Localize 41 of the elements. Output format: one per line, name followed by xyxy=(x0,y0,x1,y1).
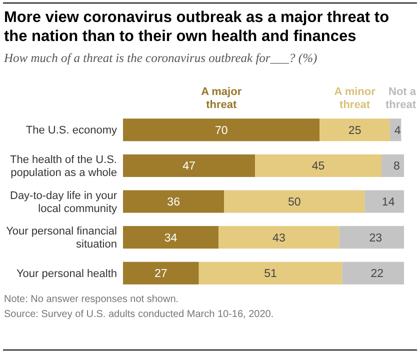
data-label: 47 xyxy=(182,160,196,173)
bar xyxy=(198,262,342,284)
bar xyxy=(123,190,224,213)
data-label: 23 xyxy=(369,232,382,244)
data-label: 14 xyxy=(382,196,396,209)
series-label: A minor threat xyxy=(334,86,376,111)
bar xyxy=(255,154,382,177)
source-note: Source: Survey of U.S. adults conducted March 10-16, 2020. xyxy=(4,309,274,320)
data-label: 27 xyxy=(154,268,168,280)
data-label: 22 xyxy=(370,268,384,280)
chart-subtitle: How much of a threat is the coronavirus outbreak for___? (%) xyxy=(3,51,318,65)
bar xyxy=(339,226,404,249)
bar xyxy=(218,226,340,249)
text: Note: No answer responses not shown. xyxy=(4,294,179,305)
series-label: Not a threat xyxy=(385,86,417,111)
bar xyxy=(123,118,320,142)
data-label: 25 xyxy=(348,124,362,137)
y-tick-label: The U.S. economy xyxy=(26,124,118,137)
bar xyxy=(123,226,219,249)
bar xyxy=(123,154,256,177)
bar xyxy=(342,262,404,284)
y-tick-label: The health of the U.S. population as a whole xyxy=(10,154,117,180)
data-label: 8 xyxy=(394,160,400,173)
bar xyxy=(382,154,404,177)
bar xyxy=(224,190,365,213)
y-tick-label: Day-to-day life in your local community xyxy=(10,190,118,215)
data-label: 34 xyxy=(164,232,178,244)
data-label: 50 xyxy=(288,196,301,209)
y-tick-label: Your personal financial situation xyxy=(6,226,117,251)
data-label: 45 xyxy=(312,160,325,173)
data-label: 51 xyxy=(264,268,277,280)
chart-title: More view coronavirus outbreak as a major threat to the nation than to their own health and finances xyxy=(4,9,390,45)
bar xyxy=(123,262,199,284)
series-label: A major threat xyxy=(201,86,242,111)
bar xyxy=(364,190,404,213)
data-label: 4 xyxy=(394,124,402,137)
bar xyxy=(320,118,390,142)
data-label: 36 xyxy=(167,196,180,209)
data-label: 43 xyxy=(272,232,286,244)
data-label: 70 xyxy=(214,124,228,137)
y-tick-label: Your personal health xyxy=(16,268,117,280)
